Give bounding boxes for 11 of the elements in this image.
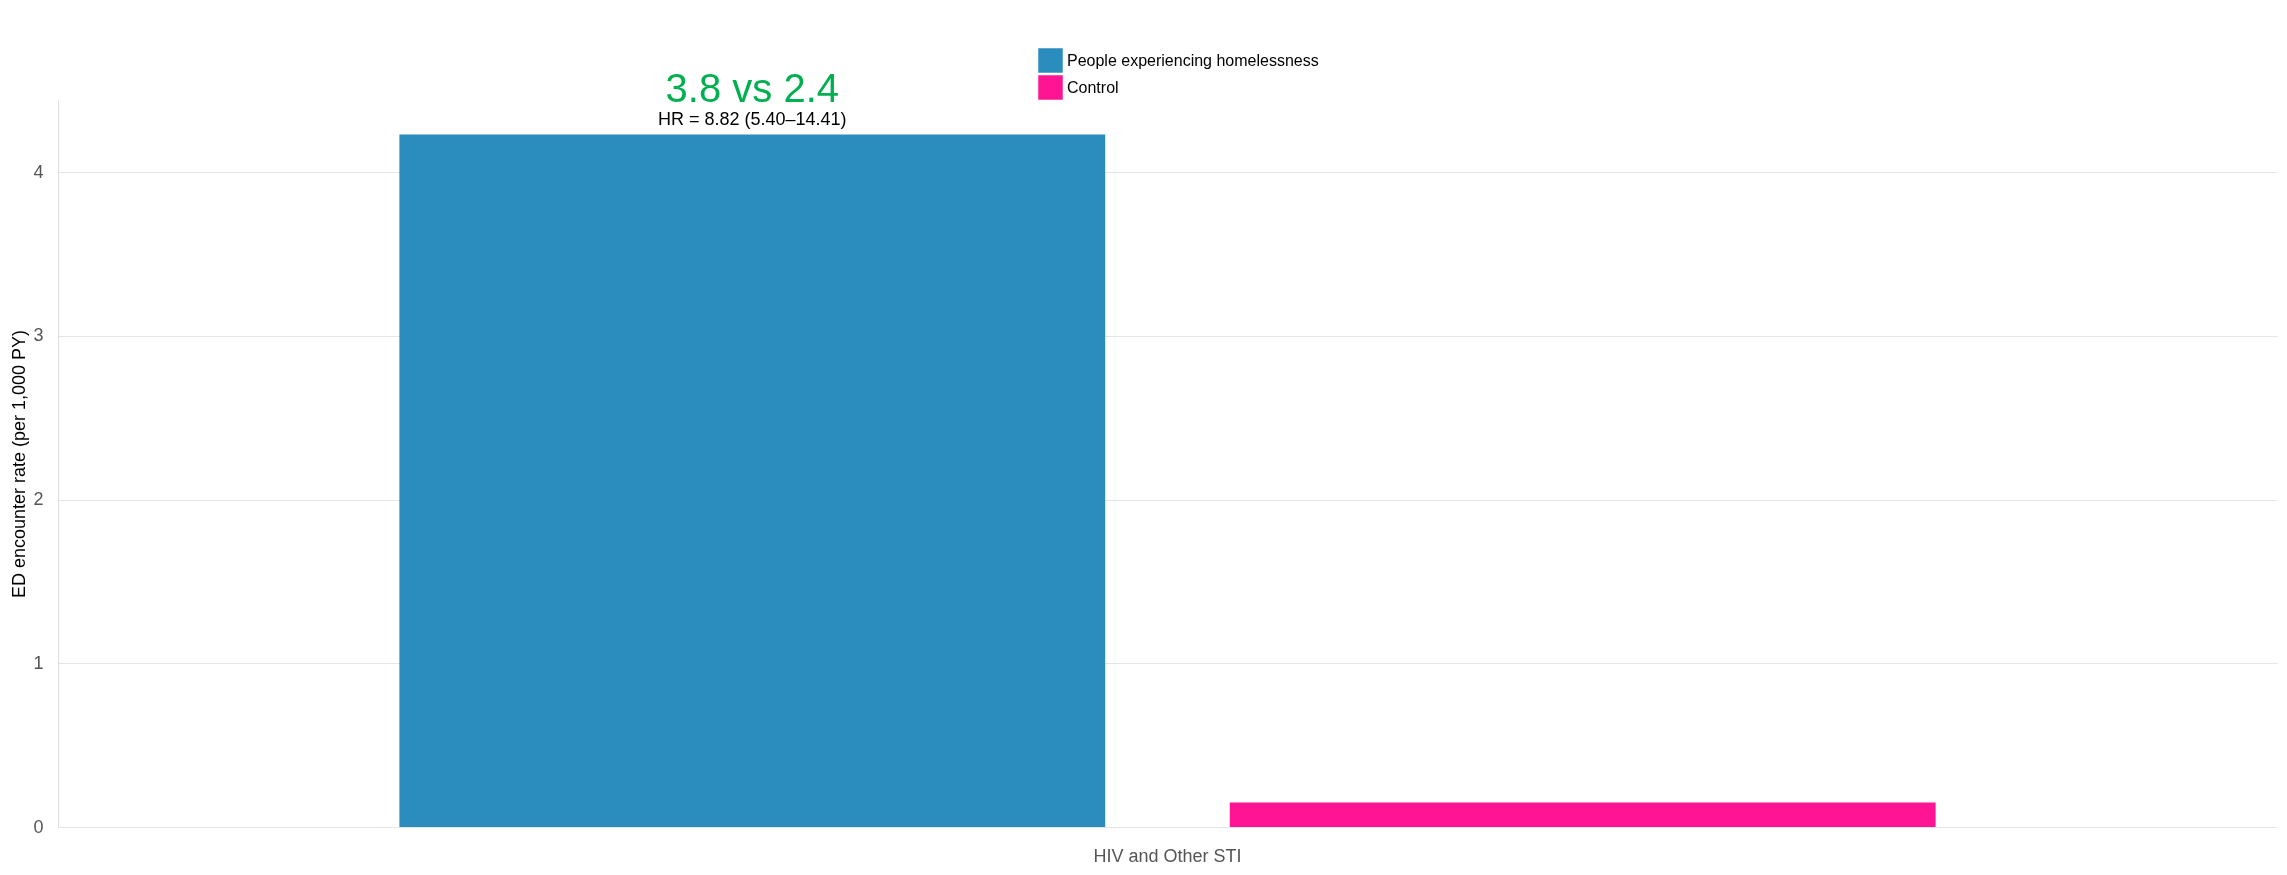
annotation: 3.8 vs 2.4 bbox=[665, 66, 840, 110]
y-tick-label: 3 bbox=[33, 325, 44, 346]
y-axis-title: ED encounter rate (per 1,000 PY) bbox=[9, 329, 30, 599]
y-tick-label: 1 bbox=[33, 652, 44, 673]
y-tick-label: 4 bbox=[33, 161, 44, 182]
y-tick-label: 2 bbox=[33, 489, 44, 510]
x-tick-label: HIV and Other STI bbox=[1093, 845, 1242, 866]
y-tick-label: 0 bbox=[33, 816, 44, 837]
legend-label: People experiencing homelessness bbox=[1067, 51, 1319, 69]
legend-label: Control bbox=[1067, 78, 1119, 96]
annotation: HR = 8.82 (5.40–14.41) bbox=[657, 109, 847, 130]
